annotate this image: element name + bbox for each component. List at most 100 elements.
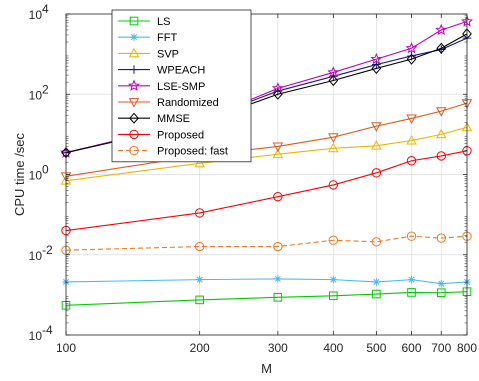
y-tick-exponent: 0 bbox=[42, 163, 49, 177]
data-point bbox=[328, 74, 339, 87]
data-point bbox=[272, 88, 283, 100]
data-point bbox=[371, 122, 382, 132]
x-axis-title: M bbox=[261, 361, 272, 376]
legend: LS FFT SVP WPEACH LSE-SMP Randomized MMSE Propo… bbox=[111, 9, 252, 163]
data-point bbox=[406, 156, 417, 166]
x-tick-label: 600 bbox=[402, 341, 422, 355]
x-tick-label: 800 bbox=[457, 341, 477, 355]
legend-label: MMSE bbox=[157, 113, 190, 125]
series-proposed-fast bbox=[61, 231, 472, 255]
legend-label: LS bbox=[157, 16, 170, 28]
y-tick-exponent: -2 bbox=[42, 243, 53, 257]
data-point bbox=[372, 278, 381, 286]
legend-label: FFT bbox=[157, 32, 177, 44]
data-point bbox=[436, 151, 446, 161]
data-point bbox=[436, 288, 446, 298]
data-point bbox=[272, 148, 284, 159]
x-tick-label: 700 bbox=[431, 341, 451, 355]
x-tick-label: 400 bbox=[323, 341, 343, 355]
y-tick-label: 10 bbox=[29, 249, 43, 263]
legend-marker bbox=[129, 16, 139, 26]
legend-marker bbox=[130, 33, 138, 41]
legend-marker bbox=[129, 129, 139, 140]
data-point bbox=[194, 241, 205, 252]
legend-label: LSE-SMP bbox=[157, 81, 205, 93]
data-point bbox=[406, 114, 417, 125]
x-tick-label: 300 bbox=[268, 341, 288, 355]
data-point bbox=[407, 275, 416, 284]
legend-label: Proposed bbox=[157, 129, 204, 141]
data-point bbox=[371, 62, 382, 74]
data-point bbox=[372, 289, 381, 299]
data-point bbox=[435, 23, 448, 36]
x-tick-label: 500 bbox=[366, 341, 386, 355]
legend-entry: Randomized bbox=[118, 97, 219, 109]
y-tick-label: 10 bbox=[29, 329, 43, 343]
data-point bbox=[327, 66, 340, 78]
legend-entry: MMSE bbox=[118, 112, 190, 125]
data-point bbox=[436, 128, 447, 139]
legend-marker bbox=[128, 98, 140, 108]
legend-entry: Proposed: fast bbox=[118, 146, 228, 158]
data-point bbox=[194, 157, 205, 168]
series-line bbox=[65, 235, 468, 251]
y-tick-exponent: 2 bbox=[42, 82, 49, 96]
y-tick-exponent: -4 bbox=[42, 323, 53, 337]
legend-entry: LS bbox=[118, 16, 170, 28]
legend-label: Proposed: fast bbox=[157, 146, 228, 158]
data-point bbox=[405, 41, 418, 54]
data-point bbox=[371, 237, 382, 247]
data-point bbox=[407, 288, 416, 297]
legend-entry: Proposed bbox=[118, 129, 204, 141]
x-tick-label: 200 bbox=[190, 341, 210, 355]
legend-label: Randomized bbox=[157, 97, 219, 109]
data-point bbox=[406, 231, 417, 241]
data-point bbox=[272, 142, 284, 153]
data-point bbox=[274, 275, 282, 283]
series-line bbox=[65, 291, 468, 306]
data-point bbox=[273, 293, 283, 302]
y-axis-title: CPU time /sec bbox=[12, 132, 27, 216]
legend-marker bbox=[129, 145, 139, 156]
legend-label: WPEACH bbox=[157, 65, 205, 77]
series-line bbox=[65, 278, 468, 285]
y-tick-label: 10 bbox=[29, 88, 43, 102]
data-point bbox=[371, 140, 382, 150]
data-point bbox=[328, 180, 339, 190]
y-tick-label: 10 bbox=[29, 8, 43, 22]
data-point bbox=[194, 208, 205, 218]
data-point bbox=[271, 82, 284, 94]
series-line bbox=[65, 150, 468, 232]
data-point bbox=[436, 42, 447, 54]
x-tick-label: 100 bbox=[56, 341, 76, 355]
legend-marker bbox=[129, 65, 139, 74]
data-point bbox=[406, 134, 417, 145]
data-point bbox=[328, 235, 339, 245]
data-point bbox=[371, 168, 382, 178]
data-point bbox=[436, 107, 447, 117]
data-point bbox=[437, 279, 446, 288]
legend-marker bbox=[128, 47, 140, 58]
series-proposed bbox=[61, 146, 472, 236]
legend-entry: LSE-SMP bbox=[118, 79, 205, 93]
data-point bbox=[328, 133, 339, 143]
data-point bbox=[406, 53, 417, 65]
legend-label: SVP bbox=[157, 48, 179, 60]
legend-entry: FFT bbox=[118, 32, 177, 44]
y-tick-exponent: 4 bbox=[42, 2, 49, 16]
data-point bbox=[328, 142, 339, 153]
data-point bbox=[195, 275, 204, 284]
y-tick-label: 10 bbox=[29, 169, 43, 183]
data-point bbox=[273, 241, 283, 252]
data-point bbox=[273, 191, 283, 202]
legend-marker bbox=[128, 79, 140, 91]
data-point bbox=[436, 233, 446, 243]
legend-entry: SVP bbox=[118, 47, 179, 60]
data-point bbox=[370, 52, 383, 65]
data-point bbox=[329, 291, 338, 301]
data-point bbox=[329, 275, 338, 284]
data-point bbox=[195, 295, 204, 305]
legend-marker bbox=[129, 112, 139, 124]
